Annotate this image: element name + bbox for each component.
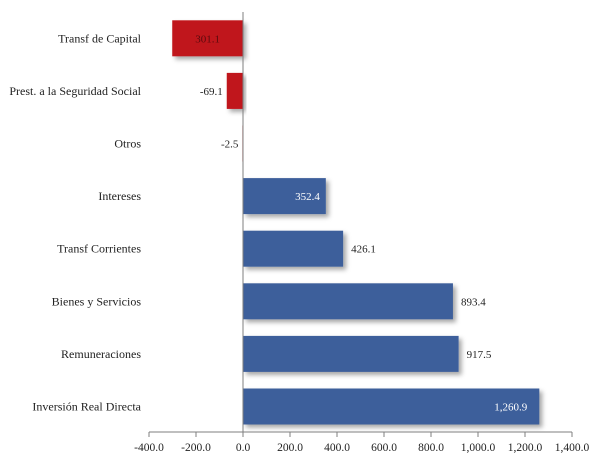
bar-inversion-real-directa [243,388,540,425]
x-tick-label: -200.0 [181,442,211,454]
x-tick-label: 1,200.0 [508,442,543,454]
x-tick-label: 600.0 [371,442,397,454]
x-tick-label: 1,400.0 [555,442,590,454]
bar-intereses [243,178,326,215]
bar-prest-a-la-seguridad-social [226,72,243,109]
axis-layer [148,12,573,437]
category-label-bienes-y-servicios: Bienes y Servicios [52,294,142,308]
category-label-remuneraciones: Remuneraciones [61,347,141,361]
value-label-transf-de-capital: 301.1 [195,33,220,45]
value-label-remuneraciones: 917.5 [467,349,492,361]
x-tick-label: 400.0 [324,442,350,454]
value-label-intereses: 352.4 [295,191,320,203]
value-label-transf-corrientes: 426.1 [351,244,376,256]
category-label-prest-a-la-seguridad-social: Prest. a la Seguridad Social [9,84,141,98]
bars-layer [172,20,540,425]
category-label-transf-de-capital: Transf de Capital [58,31,142,45]
labels-layer: Transf de Capital 301.1 Prest. a la Seguri… [9,31,589,454]
x-tick-label: 0.0 [236,442,251,454]
category-label-transf-corrientes: Transf Corrientes [57,242,141,256]
bar-transf-de-capital [172,20,243,57]
bar-remuneraciones [243,335,459,372]
bar-transf-corrientes [243,230,344,267]
x-tick-label: 1,000.0 [461,442,496,454]
category-label-otros: Otros [114,137,141,151]
value-label-prest-a-la-seguridad-social: -69.1 [200,86,223,98]
bar-bienes-y-servicios [243,283,453,320]
value-label-inversion-real-directa: 1,260.9 [494,402,528,414]
category-label-intereses: Intereses [98,189,141,203]
value-label-bienes-y-servicios: 893.4 [461,296,486,308]
category-label-inversion-real-directa: Inversión Real Directa [32,400,141,414]
value-label-otros: -2.5 [221,139,239,151]
x-tick-label: 800.0 [418,442,444,454]
x-tick-label: 200.0 [277,442,303,454]
x-tick-label: -400.0 [134,442,164,454]
